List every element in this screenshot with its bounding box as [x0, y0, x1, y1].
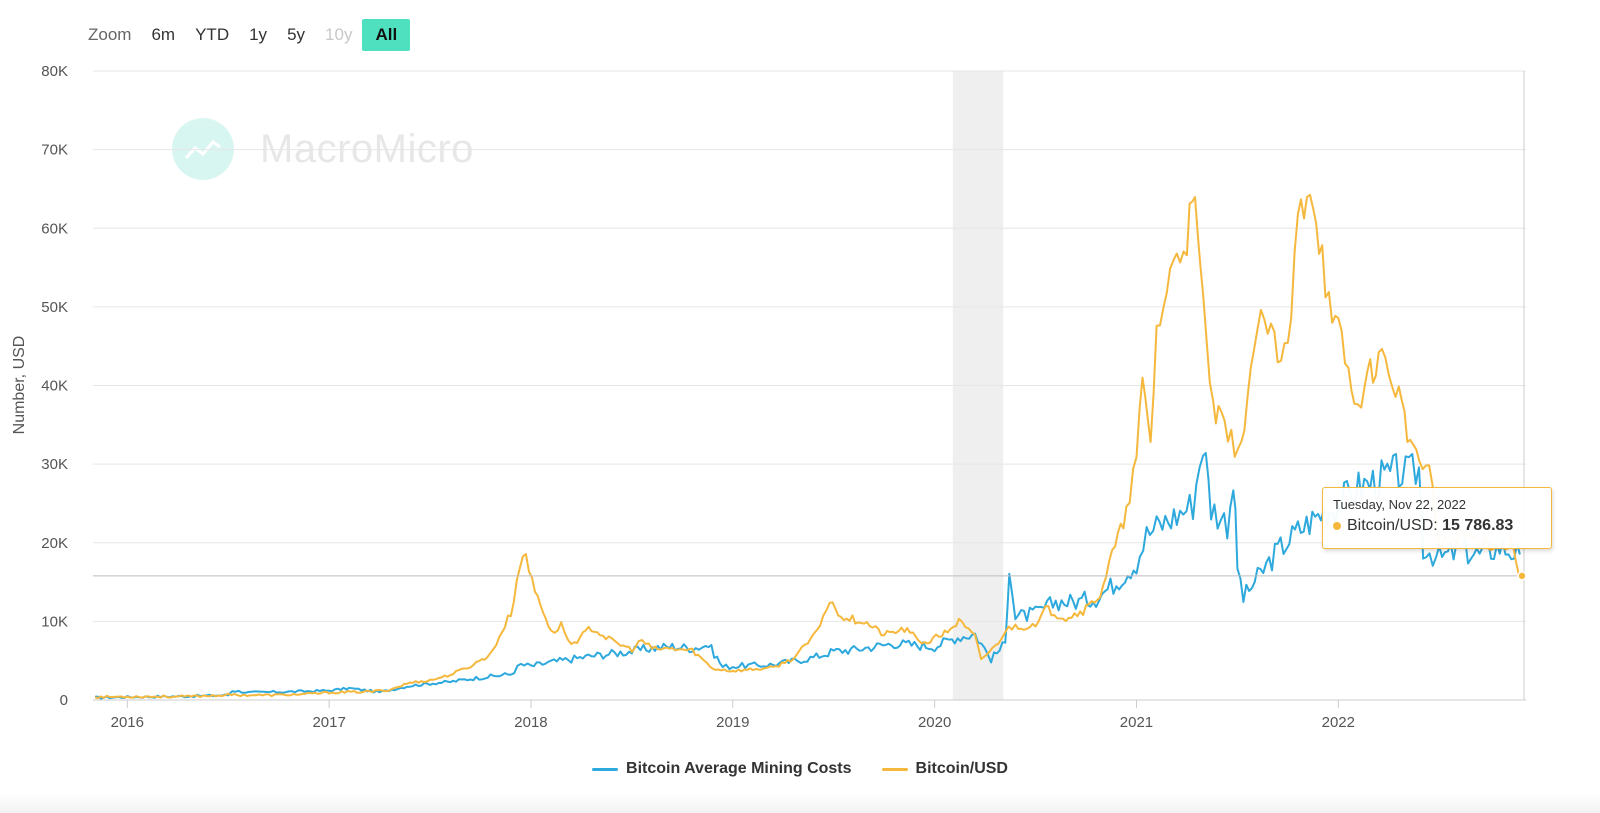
- legend-swatch-mining: [592, 767, 619, 771]
- y-tick-label: 70K: [41, 142, 68, 159]
- x-tick-label: 2017: [312, 714, 345, 731]
- zoom-5y-button[interactable]: 5y: [287, 25, 306, 44]
- y-tick-label: 10K: [41, 613, 68, 630]
- tooltip-date: Tuesday, Nov 22, 2022: [1333, 497, 1466, 512]
- zoom-label: Zoom: [88, 25, 132, 44]
- x-tick-label: 2016: [111, 714, 144, 731]
- legend-label-mining: Bitcoin Average Mining Costs: [626, 760, 852, 777]
- zoom-bar: Zoom 6m YTD 1y 5y 10y All: [88, 18, 411, 52]
- chart-line-icon: [172, 118, 234, 180]
- watermark: MacroMicro: [172, 118, 474, 180]
- x-tick-label: 2021: [1120, 714, 1153, 731]
- tooltip: Tuesday, Nov 22, 2022 Bitcoin/USD: 15 78…: [1322, 487, 1552, 549]
- x-tick-label: 2022: [1322, 714, 1355, 731]
- zoom-6m-button[interactable]: 6m: [151, 25, 176, 44]
- y-tick-label: 60K: [41, 220, 68, 237]
- tooltip-value: 15 786.83: [1442, 517, 1514, 534]
- series-line-mining: [94, 452, 1521, 700]
- zoom-1y-button[interactable]: 1y: [249, 25, 268, 44]
- series-line-bitcoin: [94, 193, 1521, 700]
- y-tick-label: 50K: [41, 299, 68, 316]
- zoom-10y-button: 10y: [325, 25, 353, 44]
- zoom-all-button[interactable]: All: [362, 19, 411, 51]
- tooltip-series: Bitcoin/USD: [1347, 517, 1434, 534]
- y-tick-label: 20K: [41, 535, 68, 552]
- y-tick-label: 0: [60, 692, 68, 709]
- tooltip-line: Bitcoin/USD: 15 786.83: [1333, 517, 1541, 535]
- legend-item-mining[interactable]: Bitcoin Average Mining Costs: [592, 760, 852, 778]
- legend-label-bitcoin: Bitcoin/USD: [915, 760, 1008, 777]
- x-tick-label: 2018: [514, 714, 547, 731]
- footer-shade: [0, 793, 1600, 813]
- x-tick-label: 2020: [918, 714, 951, 731]
- zoom-ytd-button[interactable]: YTD: [195, 25, 230, 44]
- y-axis-label: Number, USD: [11, 336, 28, 435]
- y-tick-label: 80K: [41, 63, 68, 80]
- tooltip-dot: [1333, 521, 1341, 530]
- y-tick-label: 30K: [41, 456, 68, 473]
- legend: Bitcoin Average Mining Costs Bitcoin/USD: [0, 760, 1600, 778]
- y-tick-label: 40K: [41, 378, 68, 395]
- x-tick-label: 2019: [716, 714, 749, 731]
- chart[interactable]: 0 10K 20K 30K 40K 50K 60K 70K 80K 2016 2017 2018 20…: [0, 0, 1600, 760]
- hover-point: [1517, 571, 1527, 581]
- legend-item-bitcoin[interactable]: Bitcoin/USD: [881, 760, 1008, 778]
- legend-swatch-bitcoin: [881, 767, 908, 771]
- watermark-text: MacroMicro: [260, 126, 474, 171]
